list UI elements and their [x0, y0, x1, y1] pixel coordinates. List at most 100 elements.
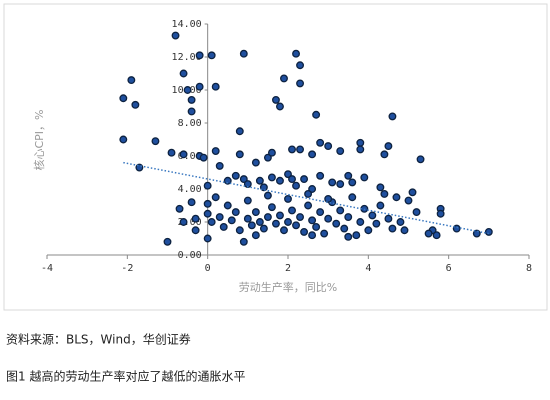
- scatter-point: [376, 201, 385, 210]
- y-tick-label: 4.00: [178, 184, 202, 195]
- scatter-point: [267, 173, 276, 182]
- scatter-point: [239, 237, 248, 246]
- scatter-point: [191, 214, 200, 223]
- scatter-point: [235, 150, 244, 159]
- scatter-point: [151, 137, 160, 146]
- scatter-point: [259, 224, 268, 233]
- y-tick-label: 2.00: [178, 217, 202, 228]
- scatter-point: [484, 227, 493, 236]
- scatter-point: [408, 188, 417, 197]
- scatter-point: [195, 82, 204, 91]
- scatter-point: [316, 138, 325, 147]
- y-tick-label: 12.00: [172, 52, 202, 63]
- scatter-point: [412, 208, 421, 217]
- x-tick-label: 8: [526, 263, 532, 274]
- scatter-point: [179, 150, 188, 159]
- scatter-point: [263, 213, 272, 221]
- figure-caption: 图1 越高的劳动生产率对应了越低的通胀水平: [6, 369, 245, 384]
- scatter-point: [292, 221, 300, 230]
- scatter-point: [324, 142, 333, 151]
- scatter-point: [263, 153, 272, 162]
- scatter-point: [284, 194, 292, 203]
- scatter-point: [243, 214, 252, 223]
- scatter-point: [384, 142, 393, 151]
- scatter-point: [356, 218, 365, 226]
- scatter-point: [344, 232, 353, 241]
- scatter-point: [272, 219, 280, 228]
- scatter-point: [324, 194, 333, 203]
- scatter-point: [380, 150, 389, 159]
- scatter-point: [384, 214, 393, 223]
- scatter-point: [203, 181, 212, 190]
- scatter-point: [380, 189, 389, 198]
- scatter-point: [288, 175, 296, 184]
- x-tick-label: 0: [205, 263, 211, 274]
- scatter-point: [336, 206, 345, 215]
- scatter-point: [207, 218, 216, 226]
- scatter-point: [396, 218, 405, 226]
- scatter-point: [424, 229, 433, 238]
- scatter-point: [263, 191, 272, 200]
- scatter-point: [219, 222, 228, 231]
- y-tick-label: 14.00: [172, 19, 202, 30]
- scatter-point: [187, 198, 196, 207]
- y-tick-label: 8.00: [178, 118, 202, 129]
- scatter-point: [280, 74, 288, 83]
- scatter-point: [211, 147, 220, 155]
- scatter-point: [312, 110, 321, 119]
- scatter-point: [296, 79, 304, 88]
- x-tick-label: 2: [285, 263, 291, 274]
- source-note: 资料来源：BLS，Wind，华创证券: [6, 332, 191, 347]
- scatter-point: [308, 216, 317, 225]
- scatter-point: [231, 171, 240, 180]
- scatter-point: [211, 193, 220, 202]
- scatter-point: [247, 221, 256, 230]
- scatter-point: [328, 178, 337, 187]
- scatter-point: [255, 218, 264, 226]
- scatter-point: [288, 145, 296, 154]
- scatter-point: [360, 173, 369, 182]
- scatter-point: [352, 231, 361, 240]
- scatter-point: [131, 100, 140, 109]
- scatter-point: [235, 127, 244, 136]
- scatter-point: [179, 69, 188, 78]
- scatter-point: [276, 176, 284, 185]
- scatter-point: [332, 219, 341, 228]
- scatter-point: [388, 112, 397, 121]
- x-tick-label: 4: [365, 263, 371, 274]
- scatter-point: [356, 145, 365, 154]
- scatter-point: [364, 226, 373, 235]
- scatter-point: [235, 226, 244, 235]
- scatter-point: [199, 153, 208, 162]
- scatter-point: [267, 203, 276, 212]
- scatter-point: [284, 170, 292, 179]
- scatter-point: [272, 95, 280, 104]
- scatter-point: [211, 82, 220, 91]
- scatter-point: [348, 178, 357, 187]
- scatter-point: [187, 107, 196, 116]
- scatter-point: [183, 86, 192, 94]
- scatter-point: [296, 145, 304, 154]
- scatter-point: [388, 224, 397, 233]
- x-tick-label: 6: [446, 263, 452, 274]
- scatter-point: [276, 102, 284, 111]
- scatter-point: [203, 209, 212, 218]
- scatter-point: [320, 229, 329, 238]
- scatter-point: [179, 218, 188, 226]
- scatter-point: [372, 219, 381, 228]
- scatter-point: [127, 76, 136, 85]
- scatter-point: [239, 175, 248, 184]
- scatter-point: [312, 222, 321, 231]
- scatter-point: [296, 213, 304, 221]
- scatter-point: [304, 201, 313, 210]
- scatter-point: [223, 201, 232, 210]
- scatter-point: [119, 94, 128, 103]
- scatter-point: [368, 211, 377, 220]
- scatter-point: [300, 175, 309, 184]
- scatter-point: [203, 199, 212, 208]
- scatter-point: [376, 183, 385, 192]
- scatter-point: [231, 208, 240, 217]
- scatter-point: [344, 171, 353, 180]
- scatter-point: [191, 226, 200, 235]
- scatter-point: [416, 155, 425, 164]
